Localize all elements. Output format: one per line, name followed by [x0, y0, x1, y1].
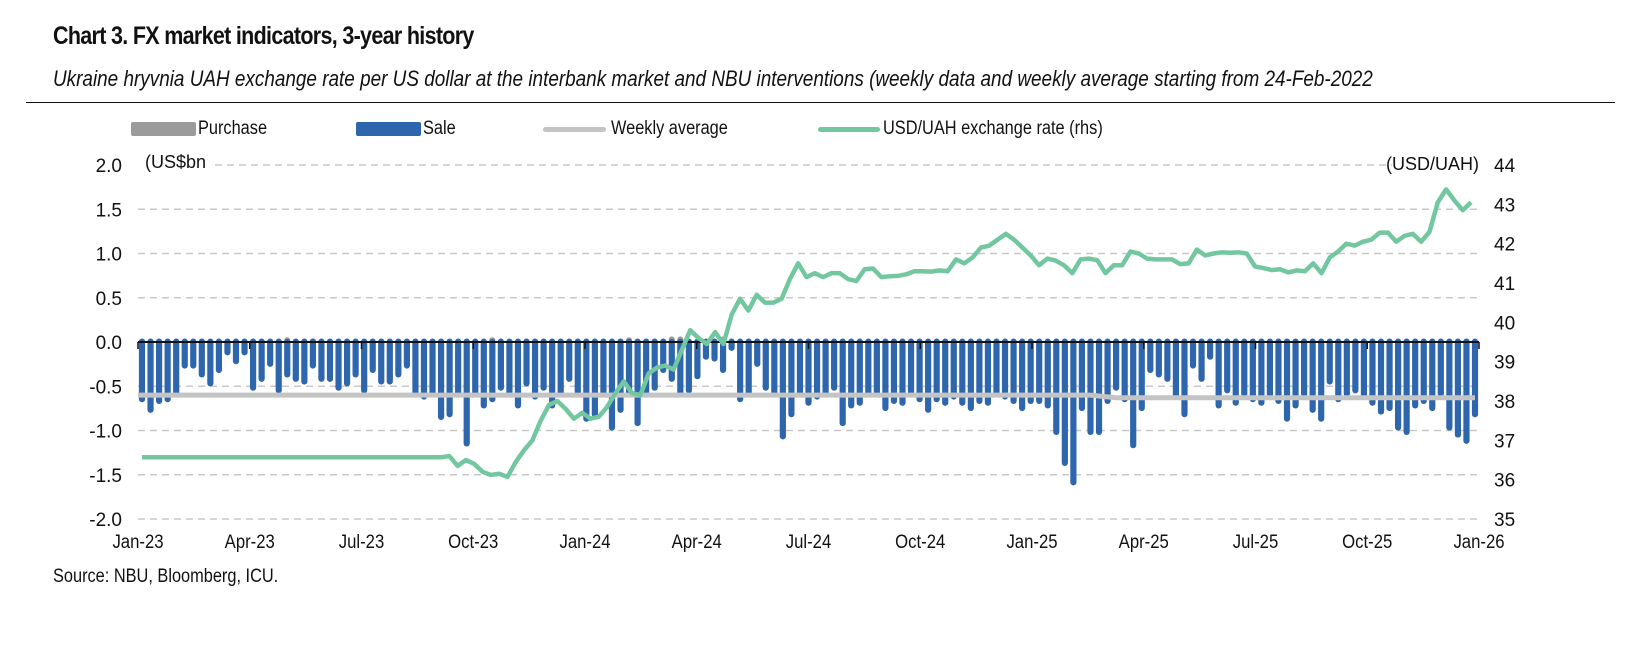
right-tick-label: 42: [1494, 235, 1515, 256]
legend-swatch-purchase: [131, 122, 196, 136]
right-tick-label: 43: [1494, 195, 1515, 216]
left-tick-label: 2.0: [96, 156, 122, 177]
header-divider: [26, 102, 1615, 103]
right-tick-label: 41: [1494, 274, 1515, 295]
x-tick-label: Apr-25: [1119, 531, 1169, 552]
x-tick-label: Jul-23: [339, 531, 385, 552]
chart-subtitle: Ukraine hryvnia UAH exchange rate per US…: [53, 66, 1373, 91]
right-tick-label: 44: [1494, 156, 1516, 177]
left-tick-label: -1.5: [89, 466, 122, 487]
right-tick-label: 37: [1494, 431, 1515, 452]
right-tick-label: 40: [1494, 313, 1515, 334]
line-exchange-rate: [142, 187, 1473, 480]
legend-swatch-weekly-average: [543, 126, 606, 132]
right-tick-label: 38: [1494, 392, 1515, 413]
left-tick-label: 0.0: [96, 333, 122, 354]
lines-layer: [138, 187, 1475, 480]
left-axis-unit: (US$bn: [145, 152, 206, 172]
x-tick-label: Oct-23: [448, 531, 498, 552]
x-tick-label: Jan-26: [1453, 531, 1504, 552]
x-tick-label: Jan-24: [559, 531, 610, 552]
left-tick-label: -0.5: [89, 377, 122, 398]
left-tick-label: -1.0: [89, 422, 122, 443]
x-tick-label: Apr-23: [225, 531, 275, 552]
legend-item-exchange-rate[interactable]: USD/UAH exchange rate (rhs): [818, 118, 1139, 140]
legend-item-sale[interactable]: Sale: [356, 118, 461, 140]
left-tick-label: 1.5: [96, 200, 122, 221]
legend-swatch-exchange-rate: [818, 126, 880, 132]
x-tick-label: Jan-25: [1006, 531, 1057, 552]
right-tick-label: 39: [1494, 353, 1515, 374]
legend-label-purchase: Purchase: [198, 118, 268, 139]
x-axis: [137, 341, 1480, 349]
x-tick-label: Jan-23: [112, 531, 163, 552]
legend-item-purchase[interactable]: Purchase: [131, 118, 278, 140]
x-tick-label: Apr-24: [672, 531, 722, 552]
right-tick-label: 35: [1494, 510, 1515, 531]
x-tick-label: Jul-24: [786, 531, 832, 552]
bars-layer: [138, 336, 1479, 486]
legend-label-sale: Sale: [423, 118, 456, 139]
left-tick-label: 1.0: [96, 245, 122, 266]
left-tick-label: 0.5: [96, 289, 122, 310]
source-note: Source: NBU, Bloomberg, ICU.: [53, 566, 279, 587]
legend-label-weekly-average: Weekly average: [611, 118, 728, 139]
x-tick-label: Oct-24: [895, 531, 945, 552]
legend-label-exchange-rate: USD/UAH exchange rate (rhs): [883, 118, 1103, 139]
line-weekly-average: [138, 392, 1475, 401]
axis-labels: (US$bn (USD/UAH) 2.0 1.5 1.0 0.5 0.0 -0.5 -1.0…: [89, 152, 1515, 552]
left-tick-label: -2.0: [89, 510, 122, 531]
legend-item-weekly-average[interactable]: Weekly average: [543, 118, 747, 140]
right-tick-label: 36: [1494, 471, 1515, 492]
x-tick-label: Oct-25: [1342, 531, 1392, 552]
legend-swatch-sale: [356, 122, 421, 136]
x-tick-label: Jul-25: [1233, 531, 1279, 552]
chart-title: Chart 3. FX market indicators, 3-year hi…: [53, 22, 474, 50]
right-axis-unit: (USD/UAH): [1386, 154, 1479, 174]
